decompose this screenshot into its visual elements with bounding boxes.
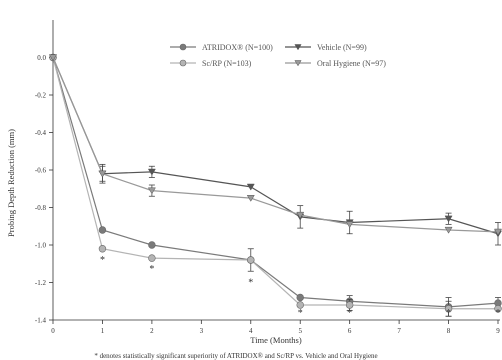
data-point xyxy=(444,226,453,234)
data-point xyxy=(247,256,255,264)
data-point xyxy=(444,305,453,313)
data-point xyxy=(98,226,107,234)
y-tick-label: -0.8 xyxy=(35,204,47,212)
data-point xyxy=(296,301,304,309)
legend-label: Sc/RP (N=103) xyxy=(202,59,252,68)
data-point xyxy=(147,187,156,195)
legend-item: Sc/RP (N=103) xyxy=(170,59,252,68)
data-point xyxy=(98,170,107,178)
x-tick-label: 1 xyxy=(101,327,105,335)
series xyxy=(49,53,502,317)
series-layer xyxy=(48,53,502,317)
footnote: * denotes statistically significant supe… xyxy=(94,352,377,360)
data-point xyxy=(294,60,302,67)
x-tick-label: 2 xyxy=(150,327,154,335)
data-point xyxy=(246,183,255,191)
x-tick-label: 3 xyxy=(200,327,204,335)
data-point xyxy=(345,221,354,229)
legend-item: ATRIDOX® (N=100) xyxy=(170,43,273,52)
significance-star: * xyxy=(298,308,303,319)
x-ticks: 0 1 2 3 4 5 6 7 8 9 xyxy=(51,320,500,335)
y-tick-label: -0.4 xyxy=(35,129,47,137)
significance-star: * xyxy=(496,308,501,319)
series xyxy=(49,53,502,317)
significance-star: * xyxy=(248,277,253,288)
y-tick-label: -0.2 xyxy=(35,92,47,100)
data-point xyxy=(98,245,107,253)
series xyxy=(48,54,502,236)
legend-item: Oral Hygiene (N=97) xyxy=(285,59,386,68)
data-point xyxy=(48,54,58,62)
significance-star: * xyxy=(446,308,451,319)
significance-star: * xyxy=(347,308,352,319)
x-axis-title: Time (Months) xyxy=(250,335,302,345)
x-tick-label: 6 xyxy=(348,327,352,335)
data-point xyxy=(246,195,255,202)
x-tick-label: 8 xyxy=(447,327,451,335)
y-axis-title: Probing Depth Reduction (mm) xyxy=(6,129,16,237)
data-point xyxy=(296,293,304,302)
data-point xyxy=(148,241,156,249)
y-ticks: 0.0 -0.2 -0.4 -0.6 -0.8 -1.0 -1.2 -1.4 xyxy=(35,54,53,325)
y-tick-label: -1.0 xyxy=(35,242,47,250)
data-point xyxy=(179,59,187,67)
data-point xyxy=(296,211,305,219)
significance-markers: * * * * * * * xyxy=(100,255,501,319)
y-tick-label: 0.0 xyxy=(37,54,46,62)
x-tick-label: 5 xyxy=(298,327,302,335)
data-point xyxy=(493,228,502,236)
legend-label: Vehicle (N=99) xyxy=(317,43,367,52)
data-point xyxy=(294,44,302,51)
data-point xyxy=(345,301,354,309)
significance-star: * xyxy=(149,264,154,275)
series-line xyxy=(52,57,498,310)
x-tick-label: 0 xyxy=(51,327,55,335)
series-line xyxy=(52,57,499,235)
axes xyxy=(52,20,500,321)
x-tick-label: 4 xyxy=(249,327,253,335)
data-point xyxy=(148,254,156,262)
data-point xyxy=(147,168,156,176)
data-point xyxy=(179,43,187,51)
y-tick-label: -1.2 xyxy=(35,279,47,287)
data-point xyxy=(494,305,502,313)
legend: ATRIDOX® (N=100) Sc/RP (N=103) Vehicle (N=… xyxy=(170,43,386,68)
x-tick-label: 9 xyxy=(496,327,500,335)
y-tick-label: -0.6 xyxy=(35,167,47,175)
y-tick-label: -1.4 xyxy=(35,317,47,325)
series-line xyxy=(52,57,499,308)
legend-item: Vehicle (N=99) xyxy=(285,43,367,52)
data-point xyxy=(444,215,453,223)
legend-label: Oral Hygiene (N=97) xyxy=(317,59,386,68)
significance-star: * xyxy=(100,255,105,266)
legend-label: ATRIDOX® (N=100) xyxy=(202,43,273,52)
series xyxy=(48,54,502,246)
series-line xyxy=(52,57,499,233)
x-tick-label: 7 xyxy=(397,327,401,335)
